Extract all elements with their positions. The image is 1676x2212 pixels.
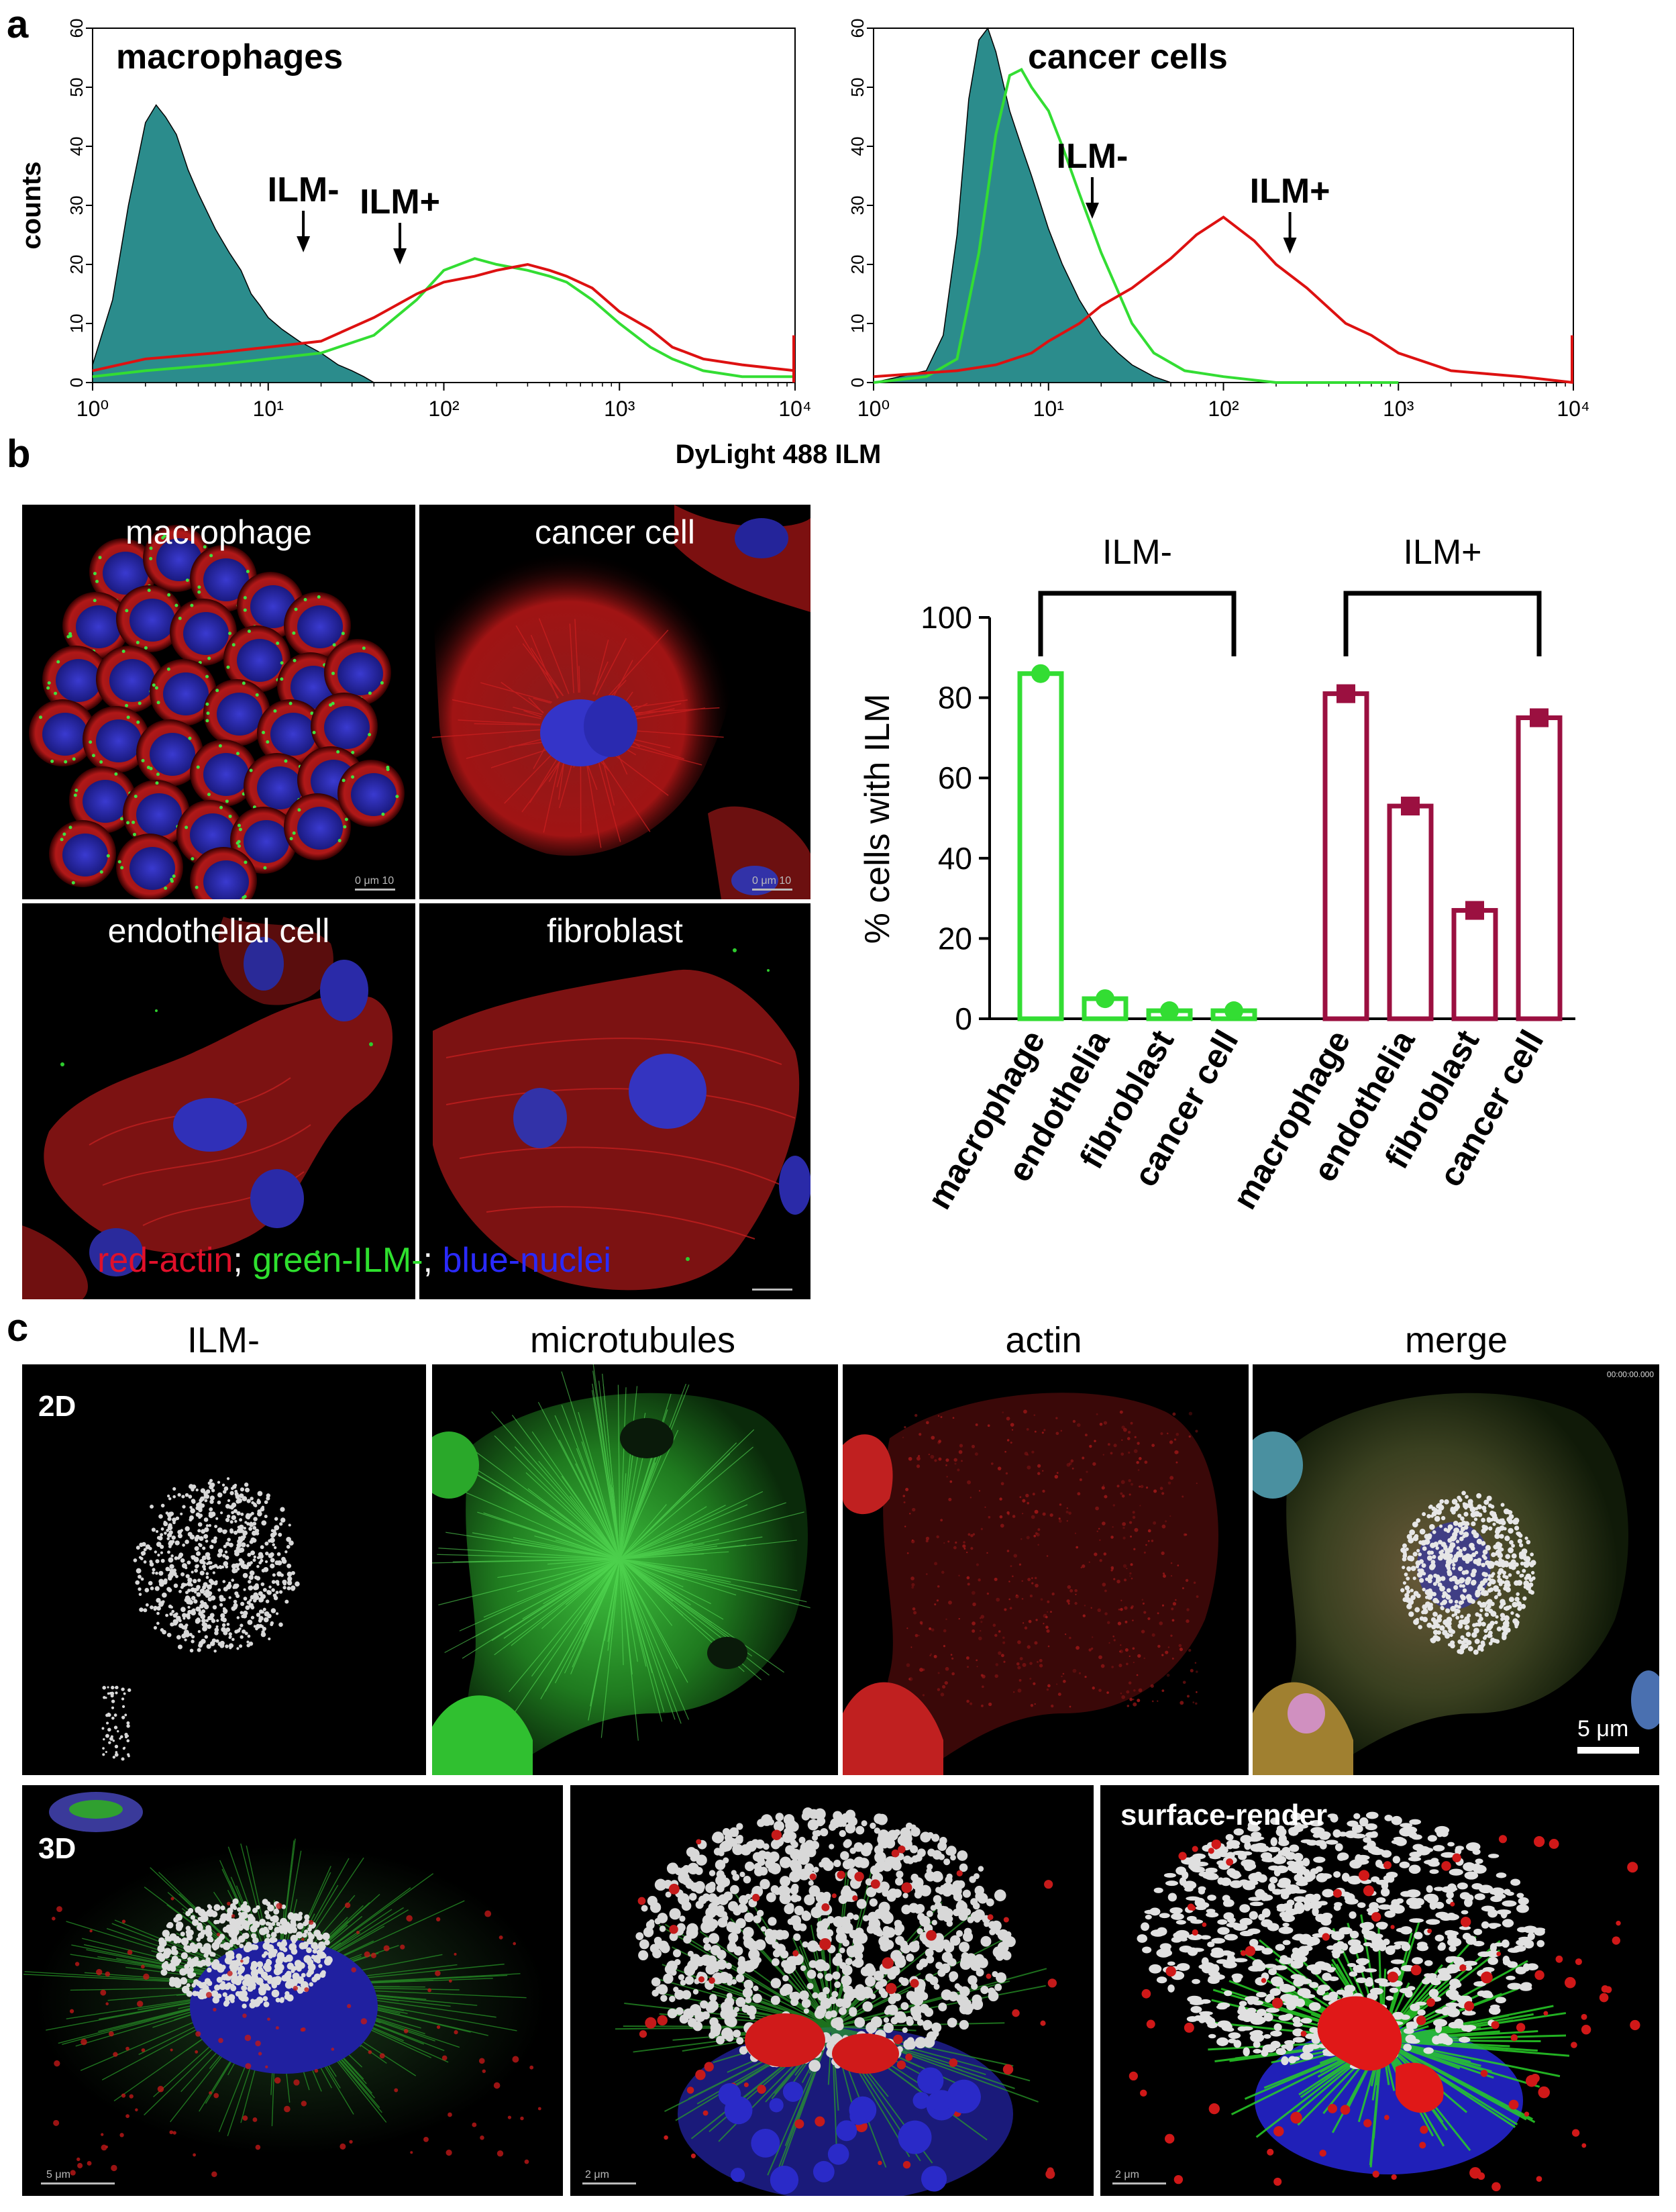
x-tick-label: 10¹ xyxy=(1033,397,1064,421)
flow-chart-macrophages: 0 10 20 30 40 50 60 10⁰ 10¹ 10² 10³ 10⁴ macrophages c… xyxy=(17,19,812,421)
micrograph-cancer-cell: cancer cell 0 μm 10 xyxy=(419,505,810,899)
column-title-actin: actin xyxy=(1005,1320,1082,1360)
x-tick-label: 10⁰ xyxy=(857,397,890,421)
column-title-microtubules: microtubules xyxy=(529,1320,736,1360)
annotation-label: ILM- xyxy=(268,170,339,209)
column-title-merge: merge xyxy=(1404,1320,1508,1360)
series-line-ILM+ xyxy=(92,262,796,372)
x-tick-label: 10⁴ xyxy=(778,397,811,421)
annotation-label: ILM+ xyxy=(360,183,440,221)
bar-point xyxy=(1224,1001,1243,1021)
bar-point xyxy=(1401,797,1420,816)
micrograph-3d-overview: 3D 5 μm xyxy=(22,1785,563,2196)
label-macrophage: macrophage xyxy=(125,513,312,551)
annotation-label: ILM- xyxy=(1057,137,1129,176)
x-tick-label: 10⁰ xyxy=(76,397,109,421)
bar-y-tick: 40 xyxy=(938,841,972,876)
column-title-ilm: ILM- xyxy=(187,1320,260,1360)
y-tick-label: 50 xyxy=(66,78,87,97)
scale-label-2d: 5 μm xyxy=(1577,1716,1629,1742)
group-bracket xyxy=(1038,591,1237,656)
scale-bar-2d xyxy=(1577,1747,1639,1754)
y-tick-label: 60 xyxy=(847,19,868,38)
bar-y-tick: 60 xyxy=(938,760,972,795)
x-tick-label: 10⁴ xyxy=(1557,397,1589,421)
chart-title: cancer cells xyxy=(1028,38,1228,77)
group-label: ILM- xyxy=(1102,533,1172,572)
bar-y-tick: 0 xyxy=(955,1001,972,1036)
group-bracket xyxy=(1343,591,1542,656)
bar-point xyxy=(1465,901,1484,920)
label-surface-render: surface-render xyxy=(1120,1799,1328,1831)
x-tick-label: 10¹ xyxy=(253,397,284,421)
panel-a-letter: a xyxy=(7,3,29,46)
x-tick-label: 10³ xyxy=(1383,397,1414,421)
panel-c-letter: c xyxy=(7,1306,29,1350)
y-tick-label: 20 xyxy=(66,255,87,274)
y-tick-label: 0 xyxy=(66,378,87,387)
bar-y-tick: 100 xyxy=(921,600,972,635)
series-line-ILM+ xyxy=(873,215,1574,384)
bar-ILM+-macrophage xyxy=(1322,691,1369,1021)
bar-ILM+-fibroblast xyxy=(1451,908,1498,1021)
micrograph-endothelial-cell: endothelial cell xyxy=(22,903,415,1299)
bar-ILM+-cancer-cell xyxy=(1516,715,1563,1021)
y-tick-label: 60 xyxy=(66,19,87,38)
y-tick-label: 50 xyxy=(847,78,868,97)
chart-title: macrophages xyxy=(116,38,343,77)
micrograph-macrophage: macrophage 0 μm 10 xyxy=(22,505,415,899)
y-tick-label: 40 xyxy=(847,137,868,156)
x-tick-label: 10³ xyxy=(604,397,635,421)
bar-y-axis-label: % cells with ILM xyxy=(858,694,897,944)
timestamp: 00:00:00.000 xyxy=(1606,1370,1654,1379)
bar-y-tick: 20 xyxy=(938,921,972,956)
series-area-unstained xyxy=(92,104,374,383)
y-tick-label: 20 xyxy=(847,255,868,274)
x-axis-label: DyLight 488 ILM xyxy=(676,440,882,469)
channel-legend: red-actin; green-ILM-; blue-nuclei xyxy=(97,1241,611,1280)
y-tick-label: 10 xyxy=(847,314,868,334)
micrograph-2d-ilm: 2D xyxy=(22,1364,426,1775)
y-axis-label: counts xyxy=(17,161,46,249)
micrograph-3d-zoom: 2 μm xyxy=(570,1785,1094,2196)
y-tick-label: 40 xyxy=(66,137,87,156)
panel-b-letter: b xyxy=(7,432,31,476)
bar-point xyxy=(1160,1001,1179,1021)
group-label: ILM+ xyxy=(1403,533,1481,572)
bar-point xyxy=(1096,989,1114,1009)
micrograph-2d-merge: 00:00:00.000 5 μm xyxy=(1253,1364,1659,1775)
micrograph-2d-microtubules xyxy=(432,1364,838,1775)
micrograph-fibroblast: fibroblast xyxy=(419,903,810,1299)
annotation-label: ILM+ xyxy=(1250,172,1330,211)
label-endothelial-cell: endothelial cell xyxy=(107,912,330,950)
series-line-ILM- xyxy=(873,67,1399,384)
bar-ILM--macrophage xyxy=(1017,671,1064,1021)
x-tick-label: 10² xyxy=(428,397,460,421)
bar-point xyxy=(1031,664,1050,683)
y-tick-label: 30 xyxy=(66,196,87,215)
label-fibroblast: fibroblast xyxy=(547,912,683,950)
bar-point xyxy=(1337,684,1355,703)
y-tick-label: 10 xyxy=(66,314,87,334)
label-2d: 2D xyxy=(38,1390,76,1423)
y-tick-label: 0 xyxy=(847,378,868,387)
bar-y-tick: 80 xyxy=(938,681,972,715)
flow-cytometry-charts: 0 10 20 30 40 50 60 10⁰ 10¹ 10² 10³ 10⁴ macrophages c… xyxy=(17,19,1590,469)
micrograph-3d-surface-render: surface-render 2 μm xyxy=(1100,1785,1659,2196)
series-area-unstained xyxy=(873,27,1171,383)
y-tick-label: 30 xyxy=(847,196,868,215)
label-3d: 3D xyxy=(38,1832,76,1865)
label-cancer-cell: cancer cell xyxy=(535,513,695,551)
bar-ILM+-endothelia xyxy=(1387,803,1434,1021)
x-tick-label: 10² xyxy=(1208,397,1239,421)
bar-point xyxy=(1530,708,1549,727)
micrograph-2d-actin xyxy=(843,1364,1249,1775)
flow-chart-cancer-cells: 0 10 20 30 40 50 60 10⁰ 10¹ 10² 10³ 10⁴ cancer cells… xyxy=(847,19,1590,421)
